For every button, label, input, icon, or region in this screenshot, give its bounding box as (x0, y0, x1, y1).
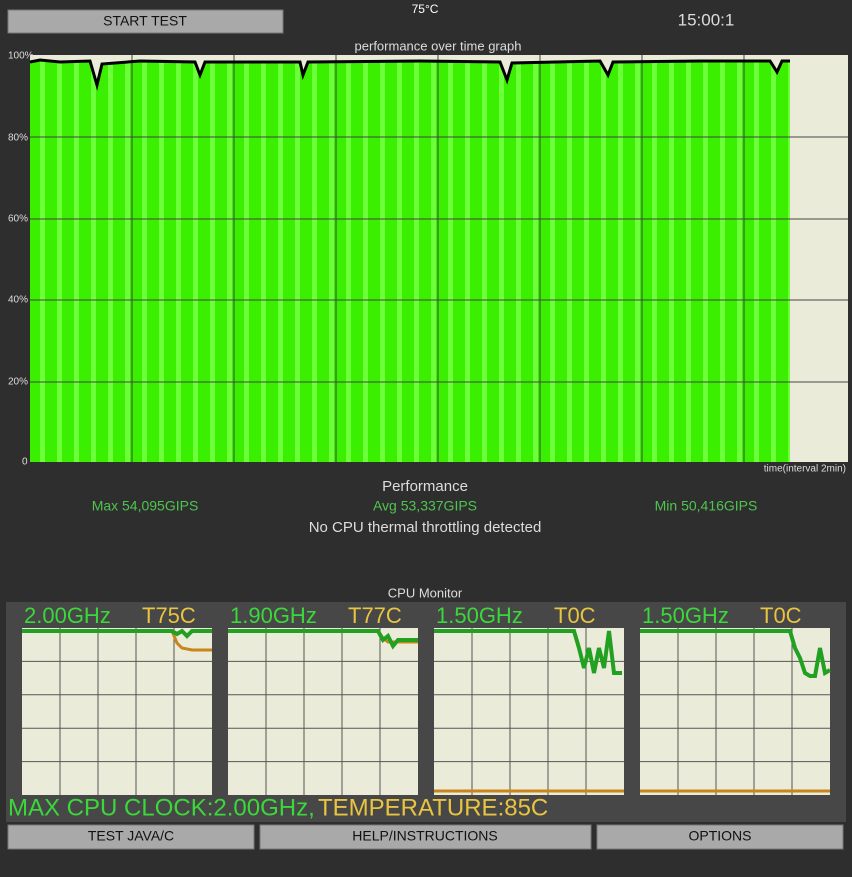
start-button[interactable] (7, 9, 284, 34)
throttling-status: No CPU thermal throttling detected (309, 519, 542, 536)
core-chart-area (640, 628, 830, 795)
core-chart-area (22, 628, 212, 795)
button-label: OPTIONS (688, 828, 751, 844)
button[interactable] (7, 824, 255, 850)
y-label: 0 (22, 457, 28, 468)
button[interactable] (259, 824, 592, 850)
max-score: Max 54,095GIPS (92, 498, 199, 514)
core-clock: 1.50GHz (642, 603, 729, 628)
core-chart: 1.50GHz T0C (434, 603, 624, 795)
y-label: 20% (8, 377, 28, 388)
max-temperature: TEMPERATURE:85C (318, 794, 548, 821)
cpu-monitor-title: CPU Monitor (388, 585, 463, 600)
y-label: 60% (8, 214, 28, 225)
core-temperature: T0C (760, 603, 802, 628)
clock-line (228, 629, 418, 650)
core-chart: 1.50GHz T0C (640, 603, 832, 795)
clock-line (22, 628, 212, 639)
button-label: TEST JAVA/C (88, 828, 174, 844)
performance-title: Performance (382, 478, 468, 495)
core-clock: 1.50GHz (436, 603, 523, 628)
core-chart-area (434, 628, 624, 795)
core-chart: 1.90GHz T77C (228, 603, 418, 795)
timer: 15:00:1 (678, 10, 735, 29)
min-score: Min 50,416GIPS (655, 498, 758, 514)
graph-title: performance over time graph (355, 38, 522, 53)
start-button-label: START TEST (103, 13, 187, 29)
temperature: 75°C (412, 2, 439, 16)
x-label: time(interval 2min) (764, 464, 846, 475)
core-charts: 2.00GHz T75C 1.90GHz T77C 1.50GHz T0C 1.50GHz T… (22, 603, 832, 795)
temperature-line (170, 630, 212, 652)
button-label: HELP/INSTRUCTIONS (352, 828, 497, 844)
core-clock: 2.00GHz (24, 603, 111, 628)
y-label: 80% (8, 133, 28, 144)
performance-fill (30, 60, 790, 462)
core-chart-area (228, 628, 418, 795)
core-temperature: T77C (348, 603, 402, 628)
y-label: 100% (8, 51, 34, 62)
button[interactable] (596, 824, 844, 850)
max-clock: MAX CPU CLOCK:2.00GHz, (8, 794, 315, 821)
core-clock: 1.90GHz (230, 603, 317, 628)
y-label: 40% (8, 295, 28, 306)
core-temperature: T0C (554, 603, 596, 628)
core-temperature: T75C (142, 603, 196, 628)
clock-line (434, 629, 622, 675)
avg-score: Avg 53,337GIPS (373, 498, 477, 514)
performance-line (29, 58, 790, 91)
clock-line (640, 629, 832, 678)
graph-grid (30, 55, 848, 462)
core-chart: 2.00GHz T75C (22, 603, 212, 795)
